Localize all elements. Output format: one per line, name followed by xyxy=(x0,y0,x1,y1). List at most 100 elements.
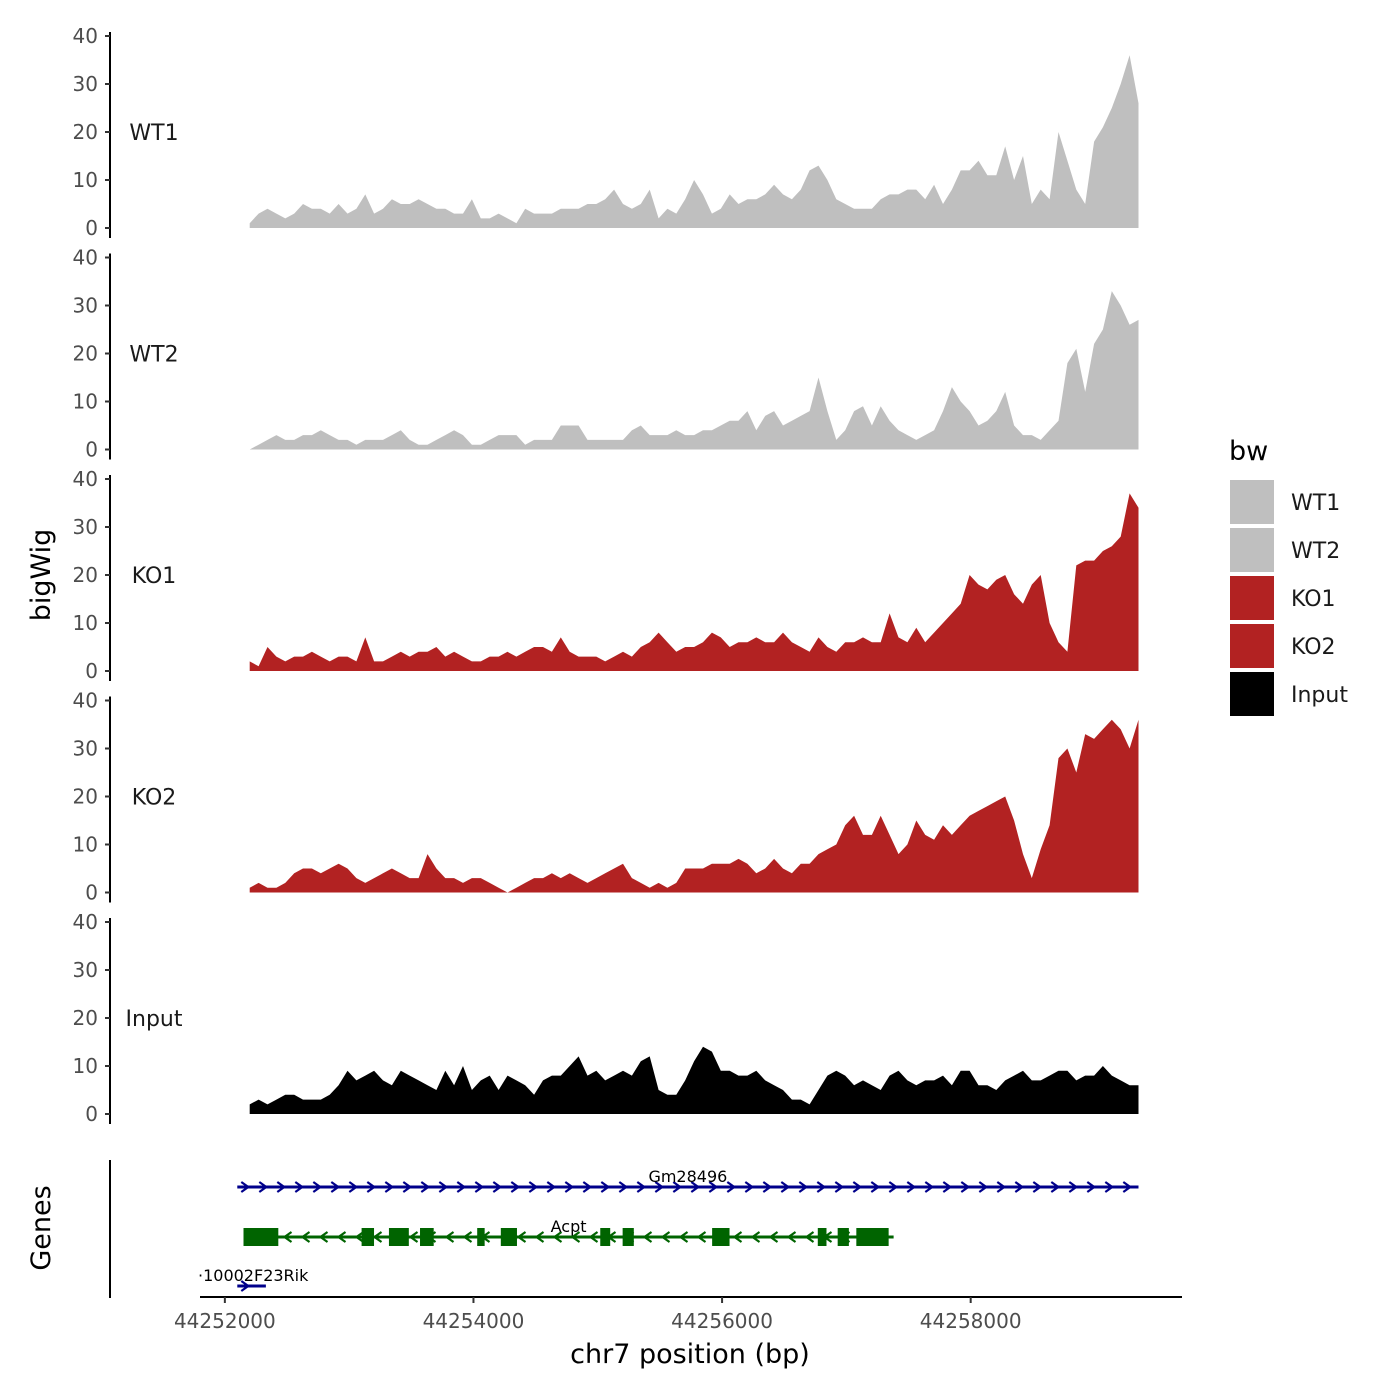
exon xyxy=(500,1228,517,1246)
y-tick-label: 40 xyxy=(73,467,98,491)
y-tick-label: 20 xyxy=(73,342,98,366)
strand-chevron xyxy=(408,1231,419,1243)
exon xyxy=(600,1228,611,1246)
strand-chevron xyxy=(570,1231,581,1243)
y-tick-label: 20 xyxy=(73,785,98,809)
strand-chevron xyxy=(330,1181,341,1193)
gene-acpt: Acpt xyxy=(243,1217,894,1246)
y-tick-label: 20 xyxy=(73,1006,98,1030)
y-tick-label: 20 xyxy=(73,563,98,587)
strand-chevron xyxy=(456,1181,467,1193)
strand-chevron xyxy=(768,1231,779,1243)
strand-chevron xyxy=(744,1181,755,1193)
track-wt1: 0 10 20 30 40 WT1 xyxy=(73,24,1139,240)
strand-chevron xyxy=(696,1231,707,1243)
strand-chevron xyxy=(816,1181,827,1193)
exon xyxy=(856,1228,889,1246)
y-tick-label: 30 xyxy=(73,72,98,96)
strand-chevron xyxy=(708,1181,719,1193)
y-tick-label: 10 xyxy=(73,833,98,857)
strand-chevron xyxy=(300,1231,311,1243)
genes-axis-title: Genes xyxy=(26,1185,57,1270)
x-tick-label: 44254000 xyxy=(423,1309,525,1333)
y-tick-label: 0 xyxy=(85,438,98,462)
strand-chevron xyxy=(1050,1181,1061,1193)
gene-label: Gm28496 xyxy=(648,1167,727,1186)
track-label: KO1 xyxy=(132,564,177,589)
strand-chevron xyxy=(438,1181,449,1193)
y-tick-label: 10 xyxy=(73,168,98,192)
legend-swatch-wt1 xyxy=(1230,480,1274,524)
strand-chevron xyxy=(618,1181,629,1193)
strand-chevron xyxy=(942,1181,953,1193)
y-tick-label: 40 xyxy=(73,246,98,270)
y-tick-label: 40 xyxy=(73,24,98,48)
exon xyxy=(712,1228,730,1246)
strand-chevron xyxy=(348,1181,359,1193)
strand-chevron xyxy=(1014,1181,1025,1193)
coverage-area-ko2 xyxy=(249,719,1139,893)
y-tick-label: 30 xyxy=(73,515,98,539)
exon xyxy=(837,1228,849,1246)
gene-gm28496: Gm28496 xyxy=(237,1167,1139,1193)
legend-swatch-ko2 xyxy=(1230,624,1274,668)
y-tick-label: 0 xyxy=(85,881,98,905)
y-tick-label: 0 xyxy=(85,216,98,240)
strand-chevron xyxy=(318,1231,329,1243)
legend-label: Input xyxy=(1291,683,1348,708)
strand-chevron xyxy=(276,1181,287,1193)
y-tick-label: 40 xyxy=(73,689,98,713)
strand-chevron xyxy=(588,1231,599,1243)
y-tick-label: 10 xyxy=(73,390,98,414)
exon xyxy=(388,1228,409,1246)
strand-chevron xyxy=(654,1181,665,1193)
exon xyxy=(622,1228,634,1246)
strand-chevron xyxy=(564,1181,575,1193)
strand-chevron xyxy=(870,1181,881,1193)
strand-chevron xyxy=(492,1181,503,1193)
legend-label: KO2 xyxy=(1291,635,1336,660)
strand-chevron xyxy=(294,1181,305,1193)
x-tick-label: 44258000 xyxy=(920,1309,1022,1333)
y-tick-label: 10 xyxy=(73,1054,98,1078)
strand-chevron xyxy=(996,1181,1007,1193)
coverage-area-wt2 xyxy=(249,291,1139,450)
track-label: WT1 xyxy=(129,121,178,146)
strand-chevron xyxy=(354,1231,365,1243)
legend: bw WT1 WT2 KO1 KO2 Input xyxy=(1229,436,1348,716)
exon xyxy=(243,1228,279,1246)
strand-chevron xyxy=(780,1181,791,1193)
gene-4930410002f23rik: ·10002F23Rik xyxy=(198,1266,309,1292)
strand-chevron xyxy=(1122,1181,1133,1193)
x-axis: 44252000 44254000 44256000 44258000 xyxy=(174,1296,1182,1333)
strand-chevron xyxy=(1068,1181,1079,1193)
strand-chevron xyxy=(240,1280,251,1292)
strand-chevron xyxy=(282,1231,293,1243)
strand-chevron xyxy=(834,1181,845,1193)
strand-chevron xyxy=(384,1181,395,1193)
strand-chevron xyxy=(690,1181,701,1193)
y-tick-label: 30 xyxy=(73,294,98,318)
strand-chevron xyxy=(258,1181,269,1193)
coverage-tracks: 0 10 20 30 40 WT1 0 10 20 30 40 WT2 0 10 20 30 40 KO1 0 10 2… xyxy=(73,24,1139,1126)
strand-chevron xyxy=(546,1181,557,1193)
strand-chevron xyxy=(534,1231,545,1243)
x-axis-title: chr7 position (bp) xyxy=(570,1339,810,1370)
y-tick-label: 0 xyxy=(85,1102,98,1126)
track-wt2: 0 10 20 30 40 WT2 xyxy=(73,246,1139,462)
strand-chevron xyxy=(732,1231,743,1243)
track-ko2: 0 10 20 30 40 KO2 xyxy=(73,689,1139,905)
legend-swatch-ko1 xyxy=(1230,576,1274,620)
strand-chevron xyxy=(798,1181,809,1193)
track-label: KO2 xyxy=(132,786,177,811)
strand-chevron xyxy=(642,1231,653,1243)
strand-chevron xyxy=(678,1231,689,1243)
track-input: 0 10 20 30 40 Input xyxy=(73,910,1139,1126)
y-tick-label: 0 xyxy=(85,659,98,683)
y-tick-label: 20 xyxy=(73,120,98,144)
track-label: WT2 xyxy=(129,343,178,368)
track-label: Input xyxy=(126,1007,183,1032)
y-tick-label: 30 xyxy=(73,737,98,761)
strand-chevron xyxy=(336,1231,347,1243)
